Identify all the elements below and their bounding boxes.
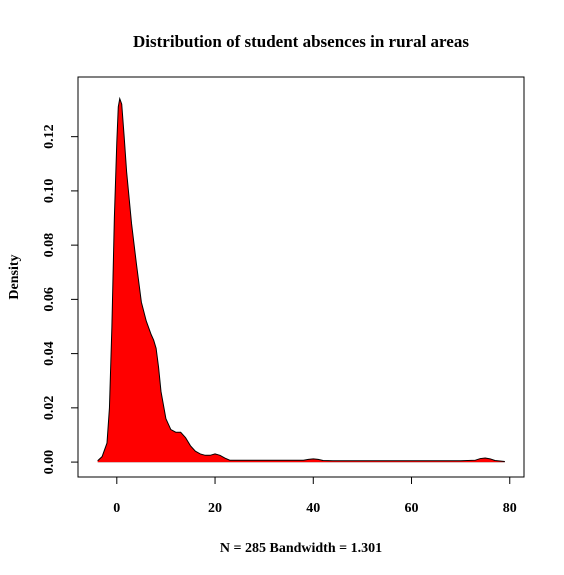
x-tick-label: 0 [113,501,120,516]
x-tick-label: 40 [306,501,320,516]
data-layer [97,96,505,463]
y-axis-label: Density [7,254,22,299]
y-tick-label: 0.10 [42,179,57,204]
chart-title: Distribution of student absences in rura… [133,32,469,51]
x-tick-label: 80 [503,501,517,516]
density-area [97,98,505,463]
x-tick-label: 60 [405,501,419,516]
y-axis: 0.00 0.02 0.04 0.06 0.08 0.10 0.12 [42,124,79,475]
y-tick-label: 0.06 [42,287,57,312]
y-tick-label: 0.12 [42,124,57,149]
x-axis-label: N = 285 Bandwidth = 1.301 [220,541,382,556]
y-tick-label: 0.08 [42,233,57,258]
density-line [97,96,505,463]
y-tick-label: 0.00 [42,450,57,475]
x-axis: 0 20 40 60 80 [113,476,517,516]
x-tick-label: 20 [208,501,222,516]
y-tick-label: 0.02 [42,396,57,421]
y-tick-label: 0.04 [42,341,57,366]
